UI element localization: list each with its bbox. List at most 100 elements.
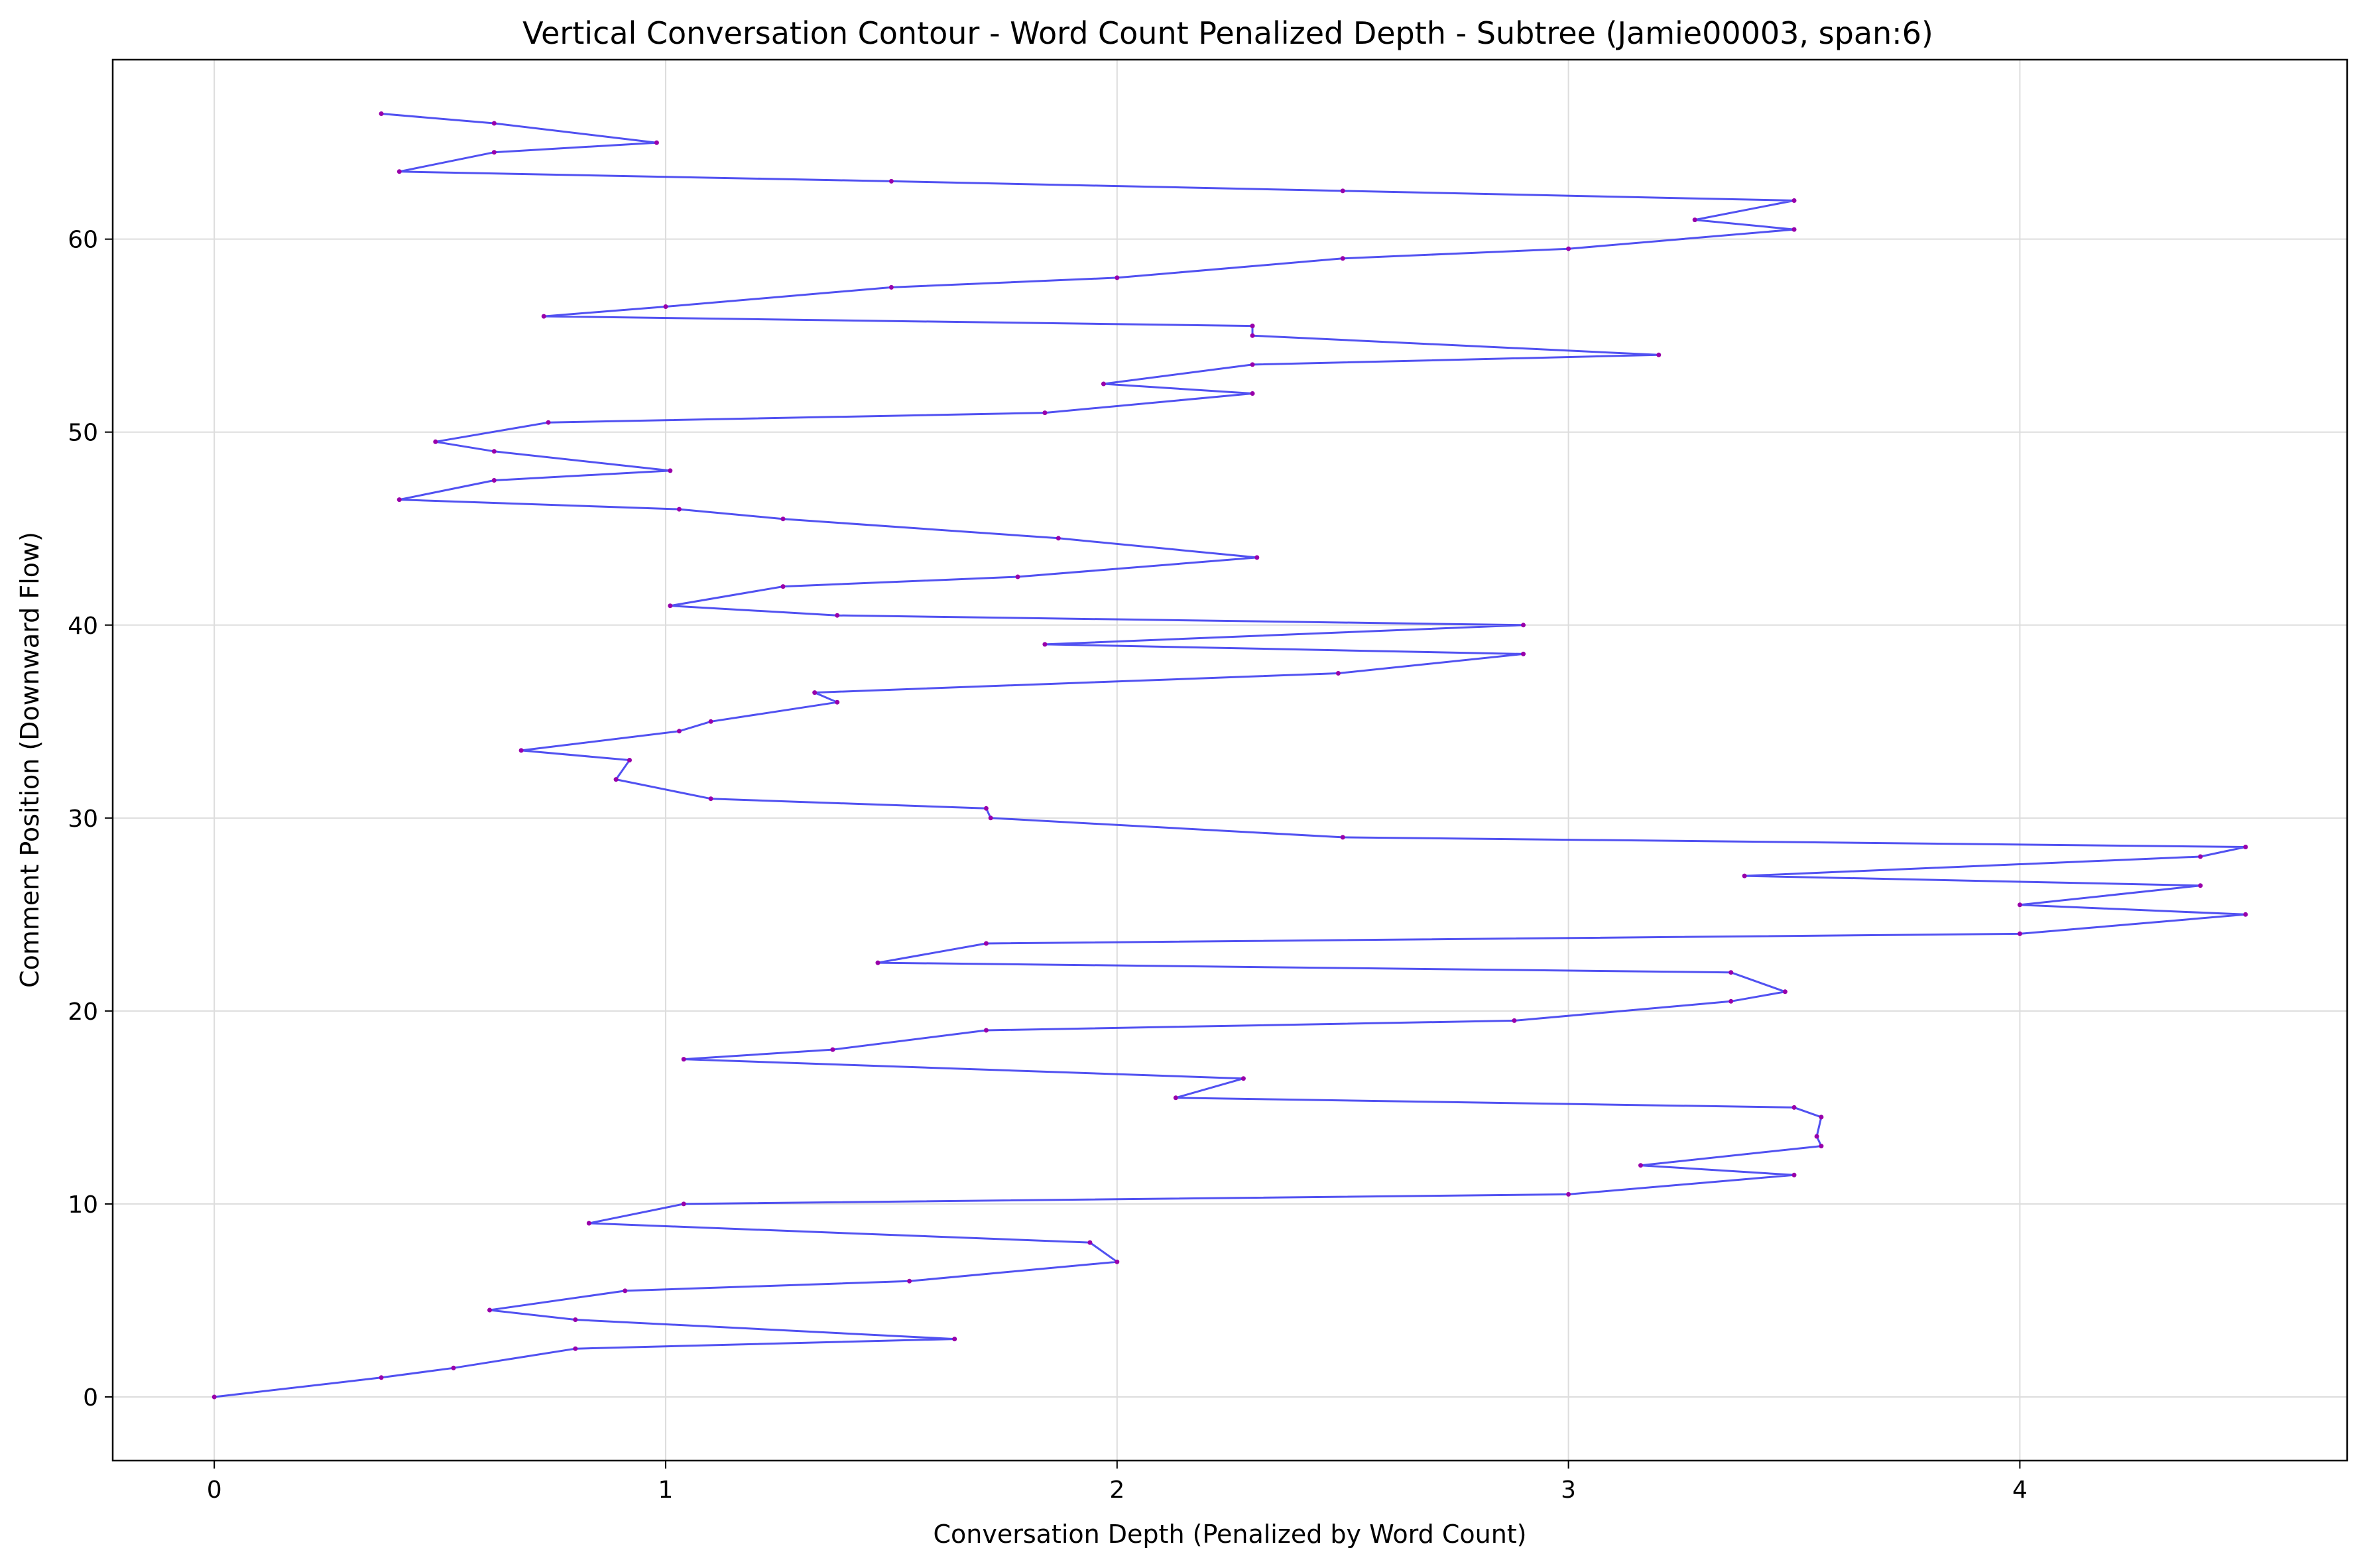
data-point [546, 420, 551, 425]
data-point [812, 690, 818, 695]
data-point [780, 584, 786, 589]
data-point [1250, 333, 1255, 338]
y-tick-label: 20 [68, 998, 98, 1026]
data-point [1241, 1076, 1246, 1081]
data-point [681, 1201, 686, 1207]
data-point [663, 304, 668, 309]
data-point [1250, 324, 1255, 329]
data-point [627, 758, 632, 762]
x-tick-label: 3 [1561, 1477, 1576, 1504]
data-point [1791, 198, 1797, 203]
data-point [952, 1337, 957, 1342]
data-point [212, 1394, 217, 1400]
data-point [2017, 902, 2022, 908]
plot-frame [111, 58, 2348, 1462]
y-tick-label: 50 [68, 420, 98, 447]
data-point [983, 941, 989, 946]
data-point [676, 729, 682, 734]
data-points [212, 111, 2248, 1400]
data-point [491, 150, 497, 155]
data-point [1335, 671, 1341, 676]
data-point [676, 507, 682, 512]
data-point [1819, 1144, 1824, 1149]
x-tick-label: 2 [1109, 1477, 1124, 1504]
data-point [491, 121, 497, 126]
x-tick-label: 1 [658, 1477, 674, 1504]
data-point [518, 748, 524, 753]
data-point [830, 1047, 835, 1052]
data-point [1566, 1191, 1571, 1197]
data-point [573, 1346, 578, 1351]
data-point [1340, 835, 1345, 840]
data-point [1791, 227, 1797, 232]
data-point [451, 1365, 456, 1370]
data-point [907, 1278, 912, 1284]
data-point [835, 613, 840, 618]
data-point [1656, 352, 1662, 357]
data-point [573, 1317, 578, 1322]
data-point [1056, 536, 1061, 541]
data-point [668, 468, 673, 473]
x-tick-label: 4 [2012, 1477, 2028, 1504]
data-point [396, 169, 402, 174]
data-point [1742, 873, 1747, 878]
data-point [1015, 574, 1020, 579]
data-point [491, 478, 497, 483]
chart-title: Vertical Conversation Contour - Word Cou… [522, 15, 1933, 51]
data-point [433, 439, 438, 444]
data-point [623, 1288, 628, 1294]
data-point [1521, 651, 1526, 656]
data-point [1729, 998, 1734, 1004]
data-point [2198, 854, 2203, 859]
data-point [681, 1057, 686, 1062]
data-point [1173, 1095, 1178, 1101]
data-point [586, 1221, 591, 1226]
data-point [1250, 362, 1255, 367]
y-tick-label: 60 [68, 227, 98, 254]
grid-lines [113, 60, 2347, 1461]
data-point [1521, 623, 1526, 628]
data-point [1042, 642, 1048, 647]
data-point [1729, 970, 1734, 975]
data-point [983, 806, 989, 811]
data-point [780, 516, 786, 522]
data-point [983, 1028, 989, 1033]
data-point [988, 815, 993, 821]
y-tick-label: 10 [68, 1191, 98, 1219]
y-axis-label: Comment Position (Downward Flow) [15, 532, 44, 988]
data-point [1115, 275, 1120, 280]
data-point [1340, 256, 1345, 261]
data-point [708, 796, 713, 802]
data-point [1042, 410, 1048, 416]
series-contour [214, 113, 2247, 1398]
data-point [379, 1375, 384, 1380]
data-point [1087, 1240, 1093, 1245]
data-point [1819, 1115, 1824, 1120]
y-tick-label: 40 [68, 613, 98, 640]
data-point [1250, 391, 1255, 396]
x-axis-label: Conversation Depth (Penalized by Word Co… [933, 1520, 1526, 1549]
data-point [2017, 931, 2022, 936]
data-point [2198, 883, 2203, 888]
data-point [888, 284, 894, 290]
y-tick-label: 0 [83, 1384, 98, 1412]
data-point [668, 603, 673, 609]
data-point [1101, 381, 1106, 387]
data-point [708, 719, 713, 724]
data-point [1692, 217, 1697, 223]
data-point [1340, 188, 1345, 194]
data-point [1791, 1172, 1797, 1177]
data-point [1782, 989, 1788, 995]
data-point [1566, 246, 1571, 251]
data-point [2243, 845, 2248, 849]
data-point [1638, 1163, 1643, 1168]
data-point [1254, 555, 1260, 560]
data-point [379, 111, 384, 116]
x-tick-label: 0 [207, 1477, 222, 1504]
y-tick-label: 30 [68, 806, 98, 833]
data-point [1791, 1105, 1797, 1110]
data-point [888, 178, 894, 184]
data-point [541, 314, 546, 319]
data-point [875, 960, 880, 965]
